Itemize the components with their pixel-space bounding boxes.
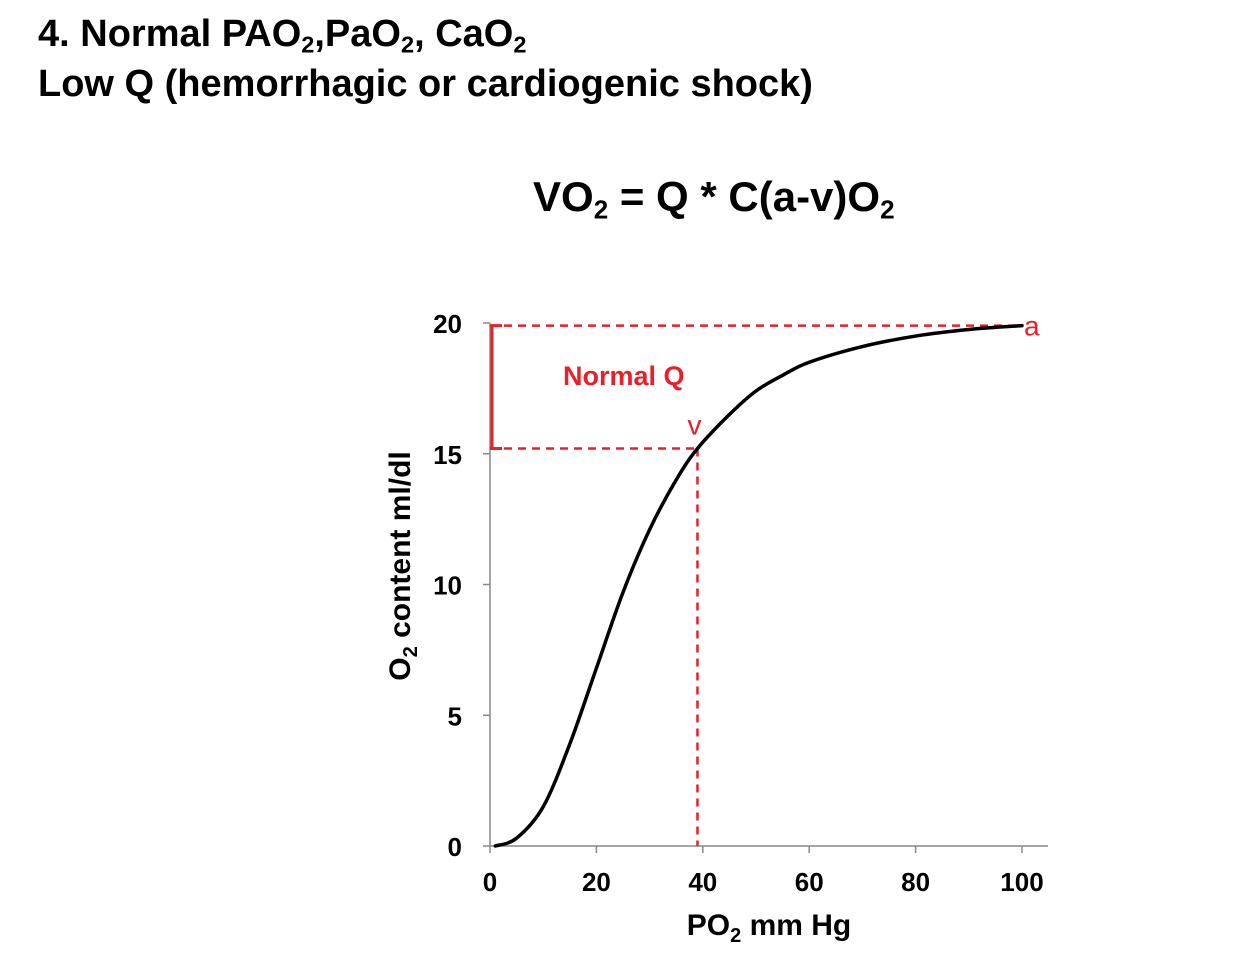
slide-title-line1: 4. Normal PAO2,PaO2, CaO2 (38, 13, 527, 58)
x-tick-label: 100 (1000, 867, 1043, 897)
y-tick-label: 10 (433, 571, 462, 601)
y-tick-label: 20 (433, 309, 462, 339)
x-axis-label: PO2 mm Hg (687, 909, 852, 947)
y-tick-label: 15 (433, 440, 462, 470)
slide-title-line2: Low Q (hemorrhagic or cardiogenic shock) (38, 63, 813, 105)
venous-point-label: v (687, 410, 701, 441)
x-tick-label: 20 (582, 867, 611, 897)
arterial-point-label: a (1024, 311, 1040, 342)
y-tick-label: 5 (448, 701, 462, 731)
chart-axis-labels: PO2 mm Hg O2 content ml/dl (384, 451, 851, 947)
chart-axes (489, 323, 1048, 847)
dissociation-curve (493, 323, 1024, 848)
x-tick-label: 0 (483, 867, 497, 897)
chart-ticks: 0 20 40 60 80 100 0 5 10 15 20 (433, 309, 1044, 897)
y-axis-label: O2 content ml/dl (384, 451, 422, 680)
y-tick-label: 0 (448, 832, 462, 862)
x-tick-label: 60 (795, 867, 824, 897)
formula: VO2 = Q * C(a-v)O2 (533, 173, 895, 225)
av-difference-bracket (490, 324, 502, 451)
chart-series (493, 323, 1024, 848)
x-tick-label: 80 (901, 867, 930, 897)
normal-q-label: Normal Q (563, 361, 685, 391)
x-tick-label: 40 (688, 867, 717, 897)
